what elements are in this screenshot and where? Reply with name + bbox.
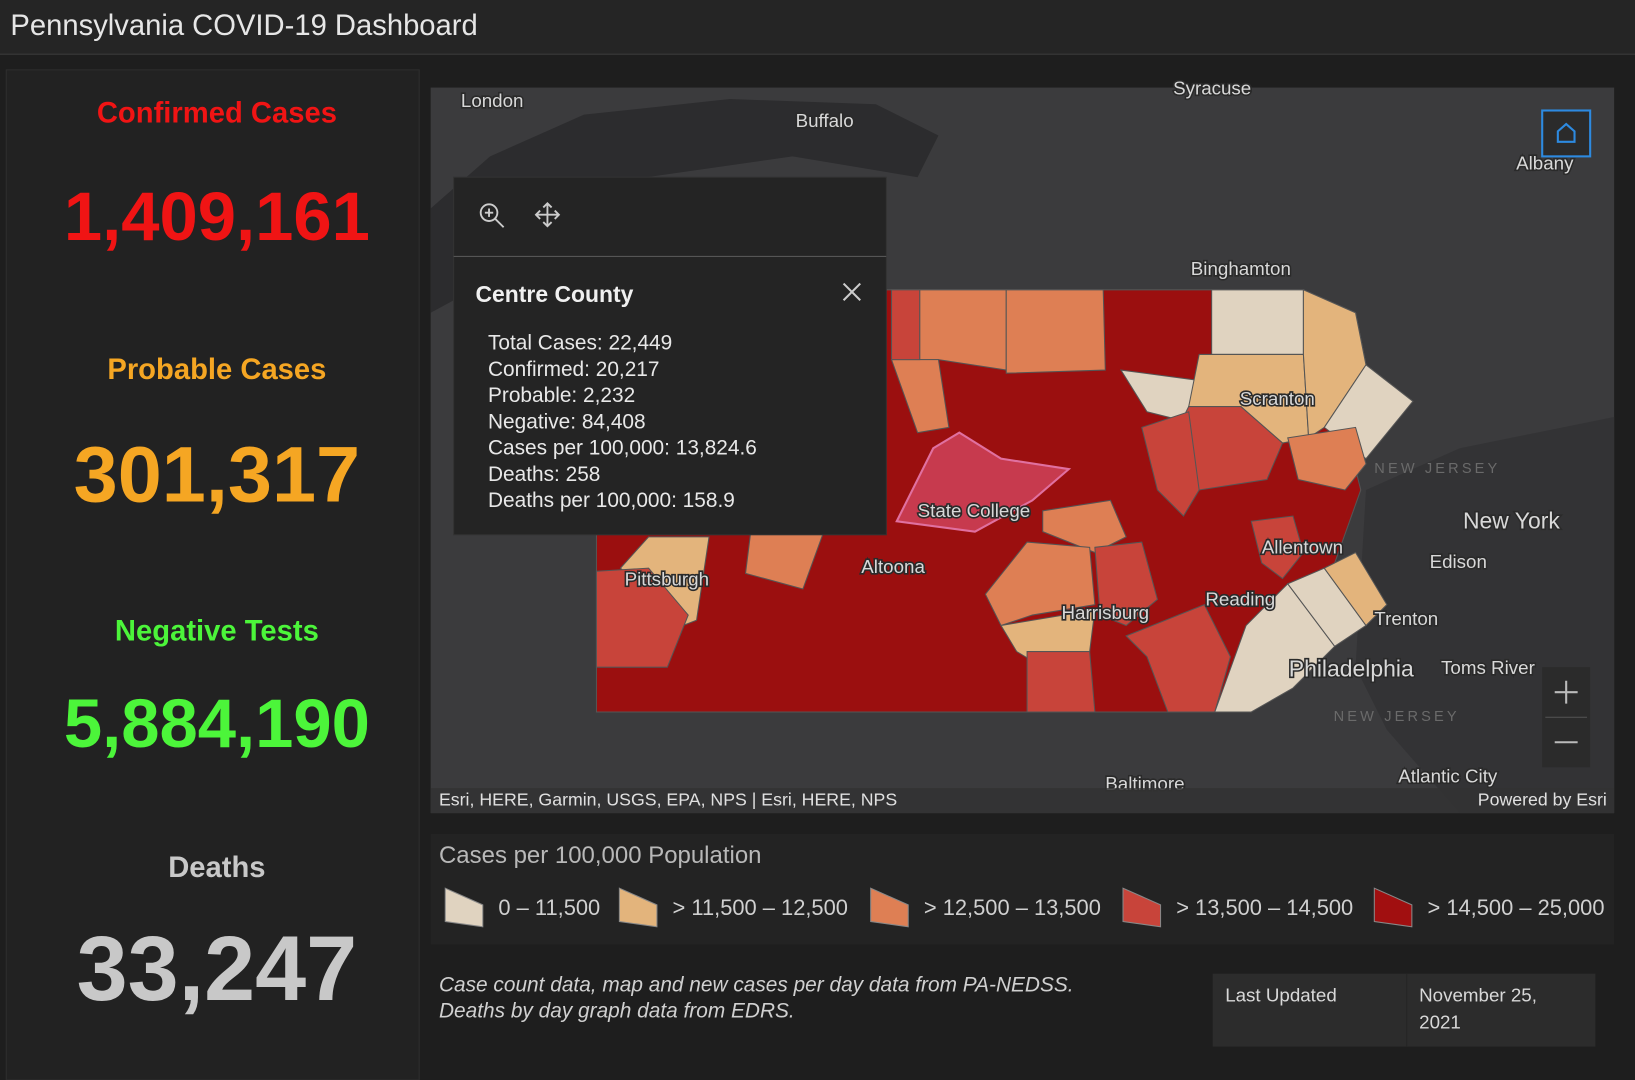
place-label: Harrisburg (1061, 602, 1149, 623)
popup-pan[interactable] (534, 201, 561, 228)
popup-lines: Total Cases: 22,449 Confirmed: 20,217 Prob… (488, 332, 757, 513)
place-label: Edison (1430, 551, 1487, 572)
popup-zoom[interactable] (479, 203, 505, 228)
legend-label: > 14,500 – 25,000 (1427, 895, 1604, 920)
note-line: Case count data, map and new cases per d… (439, 974, 1074, 997)
last-updated-box (1212, 973, 1596, 1047)
place-label: Atlantic City (1398, 766, 1498, 787)
popup-line: Negative: 84,408 (488, 410, 646, 433)
legend-swatch (870, 887, 909, 928)
place-label: Philadelphia (1289, 655, 1414, 681)
legend-title: Cases per 100,000 Population (439, 842, 762, 869)
county (891, 289, 921, 361)
county (619, 536, 710, 627)
county (595, 567, 689, 668)
legend-swatch (444, 887, 484, 928)
popup-close[interactable] (842, 282, 861, 301)
popup-line: Probable: 2,232 (488, 384, 635, 407)
place-label: Scranton (1240, 388, 1315, 409)
place-label: London (461, 90, 524, 111)
selected-county[interactable] (895, 431, 1072, 533)
popup-line: Deaths: 258 (488, 463, 600, 486)
home-icon (1556, 122, 1576, 143)
attribution: Esri, HERE, Garmin, USGS, EPA, NPS | Esr… (439, 789, 897, 809)
stat-label: Probable Cases (107, 354, 326, 386)
place-label: Buffalo (796, 110, 854, 131)
header-bar (0, 0, 1635, 55)
zoom-icon-lines (484, 208, 505, 228)
county (1287, 426, 1367, 491)
place-label: Reading (1205, 588, 1275, 609)
legend-label: > 11,500 – 12,500 (673, 895, 848, 920)
place-label: Toms River (1441, 657, 1535, 678)
home-button[interactable] (1541, 109, 1592, 158)
county (1042, 499, 1127, 554)
county (890, 359, 950, 434)
stats: Confirmed Cases 1,409,161 Probable Cases… (64, 97, 370, 1020)
place-label: Trenton (1374, 608, 1438, 629)
legend-swatch (1373, 887, 1413, 928)
county (919, 289, 1007, 371)
stat-label: Negative Tests (115, 615, 319, 647)
home-button-frame[interactable] (1541, 109, 1592, 158)
popup: Centre County Total Cases: 22,449 Confirm… (453, 176, 887, 536)
stat-value: 5,884,190 (64, 685, 370, 762)
stat-value: 33,247 (77, 918, 358, 1020)
place-label: NEW JERSEY (1374, 461, 1500, 477)
county (1323, 551, 1388, 627)
place-label: New York (1463, 507, 1560, 533)
legend-panel (430, 833, 1615, 945)
powered-by: Powered by Esri (1478, 789, 1607, 809)
county (1250, 515, 1304, 580)
legend-swatch (618, 887, 658, 928)
zoom-in[interactable] (1554, 680, 1578, 704)
legend: 0 – 11,500 > 11,500 – 12,500 > 12,500 – 13… (444, 887, 1605, 928)
county (1094, 541, 1159, 627)
stat-value: 1,409,161 (64, 178, 370, 255)
place-label: NEW JERSEY (1334, 709, 1460, 725)
popup-line: Confirmed: 20,217 (488, 358, 660, 381)
legend-label: > 13,500 – 14,500 (1176, 895, 1353, 920)
county (1005, 289, 1106, 374)
popup-line: Deaths per 100,000: 158.9 (488, 489, 735, 512)
place-label: Pittsburgh (625, 569, 709, 590)
county (1141, 411, 1200, 517)
legend-label: > 12,500 – 13,500 (924, 895, 1101, 920)
place-label: Binghamton (1191, 258, 1291, 279)
last-updated-value: 2021 (1419, 1012, 1461, 1033)
place-label: Allentown (1262, 536, 1343, 557)
place-labels: LondonBuffaloSyracuseAlbanyBinghamtonScr… (459, 76, 1575, 795)
stats-panel (5, 69, 420, 1080)
place-label: State College (918, 500, 1031, 521)
place-label: Altoona (861, 556, 925, 577)
popup-line: Cases per 100,000: 13,824.6 (488, 437, 757, 460)
place-label: Syracuse (1173, 78, 1251, 99)
attribution-bar (430, 788, 1615, 814)
lake (430, 99, 939, 313)
zoom-controls (1542, 667, 1591, 768)
popup-line: Total Cases: 22,449 (488, 332, 672, 355)
popup-frame (453, 176, 887, 536)
county (1026, 651, 1096, 713)
note-line: Deaths by day graph data from EDRS. (439, 1000, 795, 1023)
header-title: Pennsylvania COVID-19 Dashboard (10, 10, 477, 42)
last-updated-value: November 25, (1419, 985, 1537, 1006)
legend-swatch (1122, 887, 1162, 928)
zoom-icon (479, 203, 499, 222)
stat-label: Confirmed Cases (97, 97, 337, 129)
footer-note: Case count data, map and new cases per d… (439, 974, 1074, 1023)
legend-label: 0 – 11,500 (498, 895, 600, 920)
stat-value: 301,317 (74, 430, 360, 519)
last-updated-label: Last Updated (1225, 985, 1337, 1006)
popup-title: Centre County (475, 281, 633, 307)
stat-label: Deaths (168, 852, 265, 884)
county (1211, 289, 1304, 355)
